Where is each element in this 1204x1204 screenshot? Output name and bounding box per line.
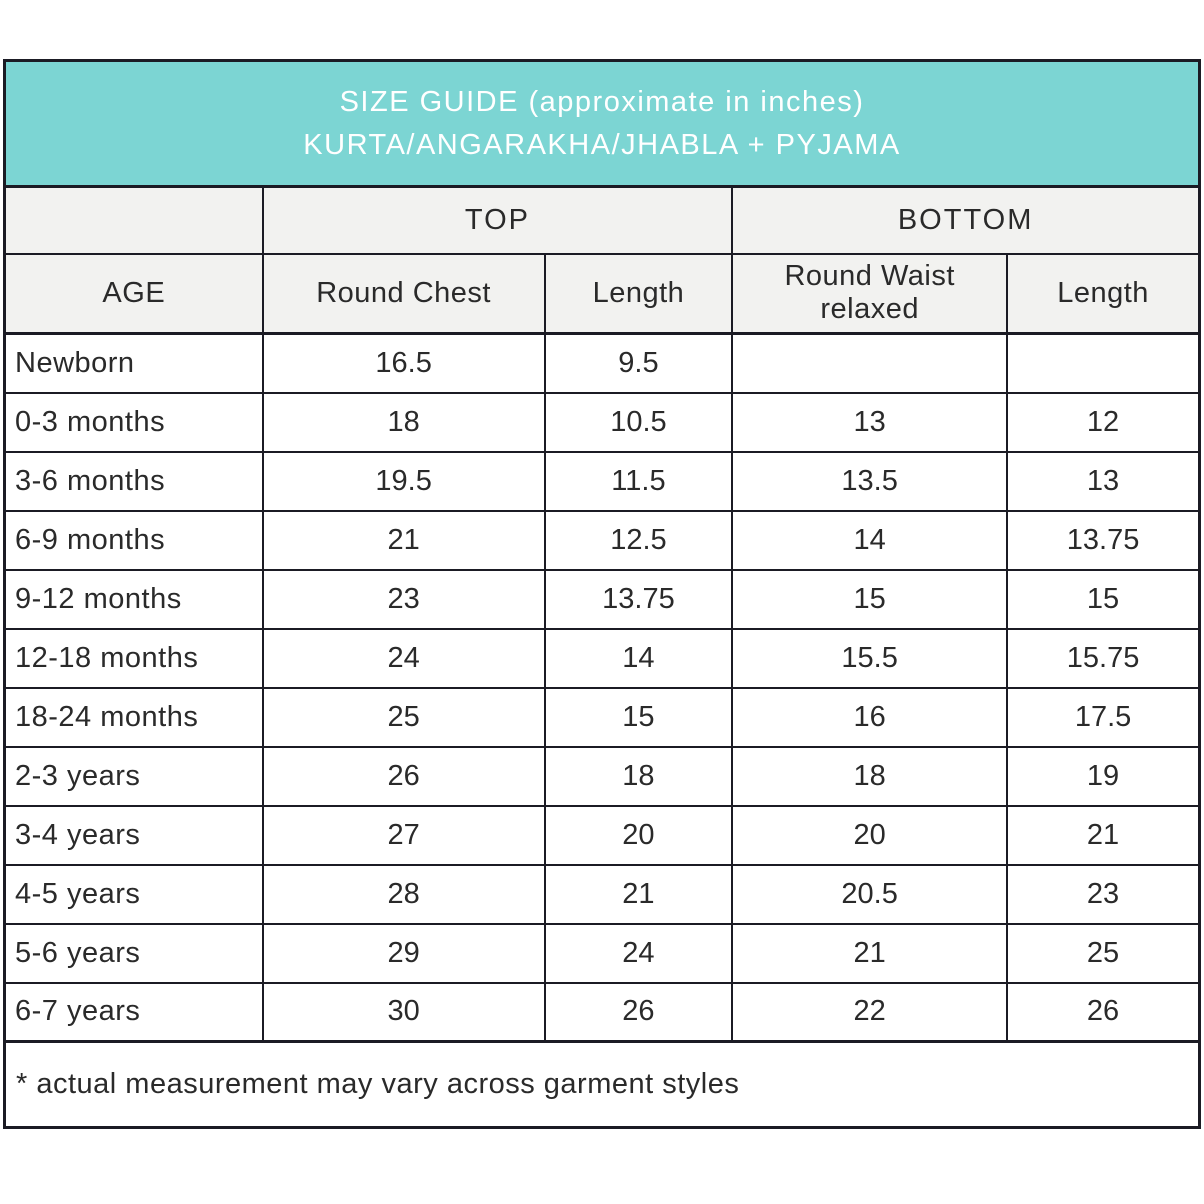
age-cell: 2-3 years: [3, 745, 264, 807]
age-cell: 6-7 years: [3, 981, 264, 1043]
age-cell: 12-18 months: [3, 627, 264, 689]
measurement-cell: 25: [261, 686, 546, 748]
measurement-cell: 24: [543, 922, 734, 984]
size-guide-table: SIZE GUIDE (approximate in inches) KURTA…: [3, 59, 1201, 1129]
title-banner: SIZE GUIDE (approximate in inches) KURTA…: [3, 59, 1201, 188]
measurement-cell: 15.5: [731, 627, 1009, 689]
measurement-cell: 14: [731, 509, 1009, 571]
measurement-cell: 24: [261, 627, 546, 689]
age-cell: 18-24 months: [3, 686, 264, 748]
measurement-cell: 30: [261, 981, 546, 1043]
measurement-cell: 28: [261, 863, 546, 925]
measurement-cell: 19: [1006, 745, 1201, 807]
table-row: Newborn 16.5 9.5: [3, 332, 1201, 394]
table-row: 3-6 months 19.5 11.5 13.5 13: [3, 450, 1201, 512]
size-guide-subtitle: KURTA/ANGARAKHA/JHABLA + PYJAMA: [303, 128, 901, 161]
measurement-cell: 9.5: [543, 332, 734, 394]
column-header-length: Length: [543, 252, 734, 335]
age-cell: 3-4 years: [3, 804, 264, 866]
table-row: 9-12 months 23 13.75 15 15: [3, 568, 1201, 630]
footnote-row: * actual measurement may vary across gar…: [3, 1040, 1201, 1129]
measurement-cell: 26: [261, 745, 546, 807]
table-row: 0-3 months 18 10.5 13 12: [3, 391, 1201, 453]
measurement-cell: 20: [543, 804, 734, 866]
table-row: 4-5 years 28 21 20.5 23: [3, 863, 1201, 925]
measurement-cell: 13.5: [731, 450, 1009, 512]
age-cell: 5-6 years: [3, 922, 264, 984]
column-header-round-chest: Round Chest: [261, 252, 546, 335]
measurement-cell: 25: [1006, 922, 1201, 984]
footnote: * actual measurement may vary across gar…: [3, 1040, 1201, 1129]
measurement-cell: 11.5: [543, 450, 734, 512]
age-cell: 9-12 months: [3, 568, 264, 630]
measurement-cell: 27: [261, 804, 546, 866]
measurement-cell: 26: [1006, 981, 1201, 1043]
measurement-cell: 23: [261, 568, 546, 630]
table-row: 3-4 years 27 20 20 21: [3, 804, 1201, 866]
size-guide-title: SIZE GUIDE (approximate in inches): [339, 86, 865, 119]
measurement-cell: 21: [1006, 804, 1201, 866]
measurement-cell: 23: [1006, 863, 1201, 925]
measurement-cell: [1006, 332, 1201, 394]
age-cell: 0-3 months: [3, 391, 264, 453]
title-banner-row: SIZE GUIDE (approximate in inches) KURTA…: [3, 59, 1201, 188]
measurement-cell: 12: [1006, 391, 1201, 453]
measurement-cell: 17.5: [1006, 686, 1201, 748]
table-row: 6-7 years 30 26 22 26: [3, 981, 1201, 1043]
table-row: 12-18 months 24 14 15.5 15.75: [3, 627, 1201, 689]
group-header-row: TOP BOTTOM: [3, 185, 1201, 255]
age-cell: Newborn: [3, 332, 264, 394]
measurement-cell: 13: [731, 391, 1009, 453]
column-header-age: AGE: [3, 252, 264, 335]
group-header-empty: [3, 185, 264, 255]
measurement-cell: 16.5: [261, 332, 546, 394]
column-header-row: AGE Round Chest Length Round Waist relaxed L…: [3, 252, 1201, 335]
measurement-cell: 15: [543, 686, 734, 748]
age-cell: 3-6 months: [3, 450, 264, 512]
measurement-cell: 18: [261, 391, 546, 453]
size-table-body: Newborn 16.5 9.5 0-3 months 18 10.5 13 12 3-6 mo…: [3, 332, 1201, 1043]
group-header-top: TOP: [261, 185, 734, 255]
measurement-cell: 21: [261, 509, 546, 571]
age-cell: 4-5 years: [3, 863, 264, 925]
measurement-cell: 18: [731, 745, 1009, 807]
measurement-cell: 21: [731, 922, 1009, 984]
measurement-cell: 26: [543, 981, 734, 1043]
measurement-cell: 22: [731, 981, 1009, 1043]
table-row: 18-24 months 25 15 16 17.5: [3, 686, 1201, 748]
measurement-cell: [731, 332, 1009, 394]
measurement-cell: 15: [1006, 568, 1201, 630]
measurement-cell: 15: [731, 568, 1009, 630]
column-header-length: Length: [1006, 252, 1201, 335]
group-header-bottom: BOTTOM: [731, 185, 1201, 255]
table-row: 5-6 years 29 24 21 25: [3, 922, 1201, 984]
age-cell: 6-9 months: [3, 509, 264, 571]
table-row: 6-9 months 21 12.5 14 13.75: [3, 509, 1201, 571]
measurement-cell: 15.75: [1006, 627, 1201, 689]
measurement-cell: 19.5: [261, 450, 546, 512]
measurement-cell: 16: [731, 686, 1009, 748]
measurement-cell: 13.75: [1006, 509, 1201, 571]
measurement-cell: 18: [543, 745, 734, 807]
measurement-cell: 20: [731, 804, 1009, 866]
measurement-cell: 13: [1006, 450, 1201, 512]
measurement-cell: 10.5: [543, 391, 734, 453]
column-header-round-waist-relaxed: Round Waist relaxed: [731, 252, 1009, 335]
measurement-cell: 14: [543, 627, 734, 689]
measurement-cell: 12.5: [543, 509, 734, 571]
measurement-cell: 29: [261, 922, 546, 984]
table-row: 2-3 years 26 18 18 19: [3, 745, 1201, 807]
measurement-cell: 13.75: [543, 568, 734, 630]
measurement-cell: 20.5: [731, 863, 1009, 925]
measurement-cell: 21: [543, 863, 734, 925]
